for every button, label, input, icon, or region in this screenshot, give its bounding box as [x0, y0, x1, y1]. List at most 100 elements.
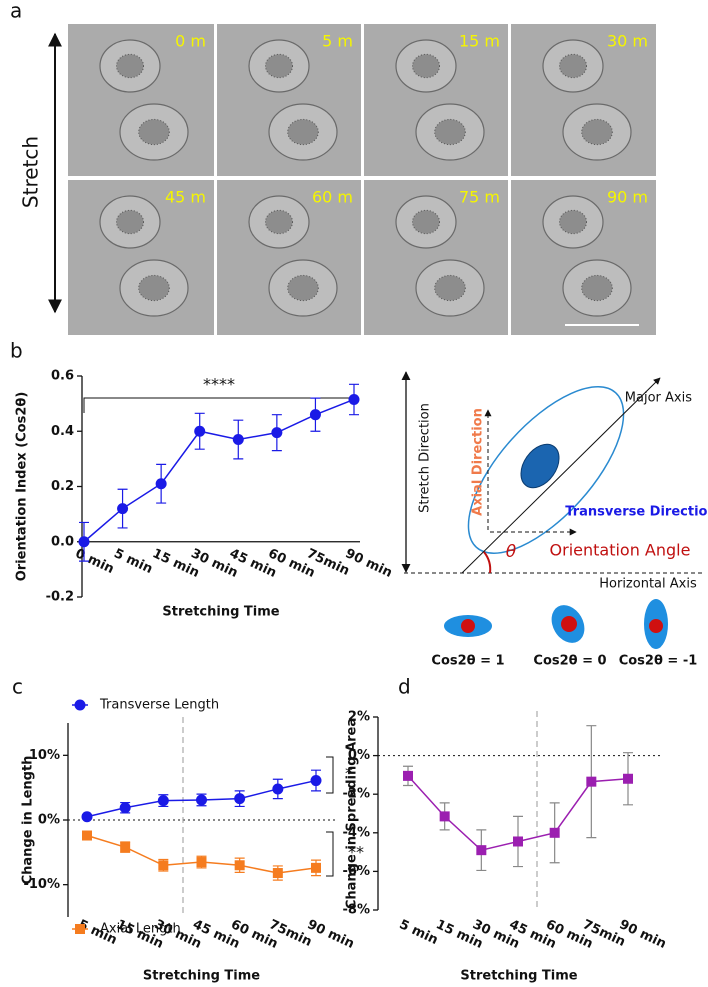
cell-nucleus: [116, 53, 144, 79]
theta: θ: [506, 542, 517, 562]
marker: [234, 860, 245, 871]
marker: [309, 409, 321, 421]
shape-nucleus: [649, 619, 663, 633]
transverse-direction: Transverse Direction: [565, 505, 708, 520]
cell-nucleus: [434, 118, 466, 146]
y-axis-label: Change in Length: [21, 756, 36, 885]
cell-nucleus: [559, 209, 587, 235]
marker: [196, 794, 207, 806]
shape-label: Cos2θ = 0: [533, 654, 606, 669]
time-label: 60 m: [312, 188, 353, 207]
cell-nucleus: [412, 53, 440, 79]
cell-nucleus: [116, 209, 144, 235]
panel-label: a: [10, 0, 22, 23]
legend-marker: [75, 924, 85, 934]
stretch-direction: Stretch Direction: [418, 403, 433, 513]
cell-nucleus: [434, 274, 466, 302]
y-tick-label: 0.0: [51, 534, 74, 549]
x-axis-label: Stretching Time: [460, 969, 577, 984]
legend-label: Axial Length: [100, 922, 181, 937]
significance: ****: [203, 375, 235, 394]
significance-bracket: [326, 756, 334, 794]
cell-nucleus: [581, 118, 613, 146]
marker: [271, 427, 283, 439]
marker: [311, 862, 321, 873]
panel-label: d: [398, 675, 411, 699]
horizontal-axis-label: Horizontal Axis: [599, 577, 697, 592]
x-tick-label: 5 min: [111, 546, 154, 577]
cell-nucleus: [138, 118, 170, 146]
cell-nucleus: [412, 209, 440, 235]
series-line: [83, 398, 355, 543]
marker: [117, 503, 129, 515]
stretch-label: Stretch: [19, 136, 43, 208]
shape-label: Cos2θ = -1: [619, 654, 698, 669]
major-axis-label: Major Axis: [625, 391, 692, 406]
panel-label: c: [12, 675, 23, 699]
marker: [78, 536, 90, 548]
shape-label: Cos2θ = 1: [431, 654, 504, 669]
marker: [310, 775, 322, 787]
x-tick-label: 90 min: [305, 917, 357, 952]
shape-nucleus: [561, 616, 577, 632]
marker: [81, 811, 93, 823]
y-tick-label: 0%: [38, 813, 60, 828]
cell-nucleus: [265, 209, 293, 235]
marker: [272, 783, 284, 795]
marker: [232, 434, 244, 446]
y-tick-label: 0%: [348, 748, 370, 763]
marker: [120, 842, 131, 853]
y-tick-label: 0.6: [51, 369, 74, 384]
x-tick-label: 90 min: [343, 546, 395, 581]
x-axis-label: Stretching Time: [162, 605, 279, 620]
panel-label: b: [10, 339, 23, 363]
y-tick-label: -2%: [343, 787, 370, 802]
marker: [155, 478, 167, 490]
diagram: Stretch Direction Horizontal Axis Major …: [401, 371, 708, 669]
marker: [194, 425, 206, 437]
y-tick-label: -10%: [23, 877, 60, 892]
time-label: 45 m: [165, 188, 206, 207]
y-tick-label: 2%: [348, 710, 370, 725]
time-label: 5 m: [322, 32, 353, 51]
time-label: 90 m: [607, 188, 648, 207]
y-tick-label: -0.2: [46, 590, 74, 605]
cell-nucleus: [559, 53, 587, 79]
time-label: 15 m: [459, 32, 500, 51]
legend-marker: [74, 699, 86, 711]
axial-direction: Axial Direction: [471, 408, 486, 516]
marker: [348, 393, 360, 405]
cell-nucleus: [265, 53, 293, 79]
marker: [119, 802, 131, 814]
cell-nucleus: [287, 274, 319, 302]
marker: [234, 793, 246, 805]
significance: *: [345, 764, 353, 783]
y-axis-label: Orientation Index (Cos2θ): [15, 392, 30, 582]
nucleus: [520, 443, 560, 489]
marker: [158, 860, 169, 871]
y-tick-label: -4%: [343, 825, 370, 840]
legend-label: Transverse Length: [99, 698, 219, 713]
significance-bracket: [326, 831, 334, 877]
y-axis-label: Change in Spreading Area: [345, 718, 360, 909]
marker: [476, 845, 487, 856]
cell-nucleus: [138, 274, 170, 302]
y-tick-label: 0.2: [51, 479, 74, 494]
x-axis-label: Stretching Time: [143, 969, 260, 984]
time-label: 0 m: [175, 32, 206, 51]
marker: [623, 773, 633, 784]
marker: [549, 827, 560, 838]
angle-arc: [483, 551, 492, 574]
marker: [403, 770, 413, 781]
significance: **: [348, 843, 364, 862]
marker: [586, 776, 597, 787]
marker: [513, 836, 523, 847]
cell-outline: [467, 386, 625, 554]
shape-nucleus: [461, 619, 475, 633]
marker: [272, 868, 283, 879]
marker: [196, 857, 207, 868]
time-label: 30 m: [607, 32, 648, 51]
major-axis: [461, 377, 661, 574]
y-tick-label: -6%: [343, 864, 370, 879]
